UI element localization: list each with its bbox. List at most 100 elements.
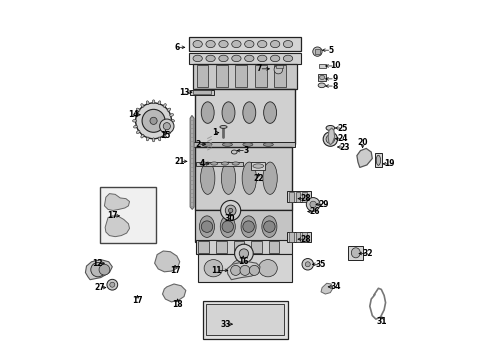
Ellipse shape [201, 102, 214, 123]
Bar [190, 53, 300, 64]
Text: 35: 35 [315, 260, 325, 269]
Ellipse shape [170, 114, 173, 116]
Bar [296, 232, 300, 242]
Ellipse shape [200, 162, 215, 194]
Text: 23: 23 [340, 143, 350, 152]
Circle shape [163, 123, 171, 130]
Ellipse shape [241, 216, 256, 237]
Bar [193, 64, 297, 89]
Bar [216, 65, 228, 87]
Text: 20: 20 [357, 138, 368, 147]
Ellipse shape [318, 83, 325, 87]
Ellipse shape [219, 55, 228, 62]
Circle shape [142, 109, 165, 132]
Bar [251, 241, 262, 253]
Ellipse shape [211, 162, 218, 165]
Ellipse shape [220, 126, 227, 129]
Text: 4: 4 [199, 159, 205, 168]
Circle shape [235, 244, 253, 263]
Ellipse shape [319, 75, 324, 80]
Polygon shape [85, 260, 112, 280]
Ellipse shape [202, 143, 212, 146]
Text: 8: 8 [332, 82, 338, 91]
Ellipse shape [221, 162, 236, 194]
Ellipse shape [264, 102, 276, 123]
Circle shape [107, 279, 118, 290]
Bar [198, 241, 209, 253]
Text: 22: 22 [253, 175, 264, 184]
Text: 10: 10 [330, 62, 340, 71]
Bar [251, 162, 265, 170]
Circle shape [201, 221, 213, 232]
Circle shape [160, 119, 174, 134]
Bar [276, 65, 283, 68]
Bar [195, 89, 295, 144]
Text: 27: 27 [94, 283, 105, 292]
Circle shape [91, 262, 105, 277]
Bar [287, 192, 311, 202]
Ellipse shape [206, 41, 215, 48]
Text: 30: 30 [225, 214, 235, 223]
Text: 16: 16 [238, 257, 248, 266]
Text: 14: 14 [128, 110, 138, 119]
Circle shape [228, 208, 233, 213]
Ellipse shape [170, 125, 173, 128]
Ellipse shape [220, 216, 235, 237]
Bar [318, 74, 326, 81]
Circle shape [136, 103, 172, 139]
Circle shape [240, 265, 250, 275]
Ellipse shape [206, 55, 215, 62]
Ellipse shape [167, 130, 171, 134]
Ellipse shape [376, 155, 381, 165]
Bar [203, 301, 288, 338]
Ellipse shape [158, 137, 161, 141]
Ellipse shape [351, 248, 360, 258]
Bar [319, 64, 326, 68]
Bar [287, 231, 311, 242]
Circle shape [243, 221, 254, 232]
Text: 25: 25 [337, 123, 348, 132]
Text: 15: 15 [160, 131, 171, 140]
Bar [274, 65, 286, 87]
Text: 13: 13 [179, 87, 190, 96]
Bar [269, 241, 279, 253]
Text: 3: 3 [244, 146, 249, 155]
Circle shape [110, 282, 115, 287]
Circle shape [249, 265, 259, 275]
Bar [190, 90, 214, 95]
Text: 24: 24 [337, 134, 348, 143]
Ellipse shape [258, 55, 267, 62]
Text: 11: 11 [211, 266, 221, 275]
Ellipse shape [231, 260, 250, 277]
Bar [193, 90, 211, 94]
Text: 7: 7 [257, 64, 262, 73]
Ellipse shape [242, 162, 256, 194]
Text: 17: 17 [170, 266, 180, 275]
Ellipse shape [258, 41, 267, 48]
Circle shape [302, 258, 314, 270]
Ellipse shape [167, 108, 171, 111]
Bar [216, 241, 227, 253]
Text: 6: 6 [174, 43, 179, 52]
Circle shape [306, 198, 320, 211]
Bar [290, 192, 294, 202]
Ellipse shape [147, 137, 149, 141]
Bar [196, 65, 208, 87]
Ellipse shape [262, 216, 277, 237]
Circle shape [313, 47, 322, 56]
Circle shape [99, 264, 110, 275]
Text: 1: 1 [212, 128, 217, 137]
Ellipse shape [219, 41, 228, 48]
Circle shape [225, 205, 236, 216]
Text: 26: 26 [310, 207, 320, 216]
Ellipse shape [232, 162, 239, 165]
Ellipse shape [152, 138, 155, 142]
Ellipse shape [263, 162, 277, 194]
Polygon shape [357, 148, 372, 167]
Polygon shape [328, 128, 335, 145]
Ellipse shape [283, 55, 293, 62]
Ellipse shape [270, 55, 280, 62]
Text: 28: 28 [301, 194, 311, 203]
Ellipse shape [134, 114, 137, 116]
Ellipse shape [232, 41, 241, 48]
